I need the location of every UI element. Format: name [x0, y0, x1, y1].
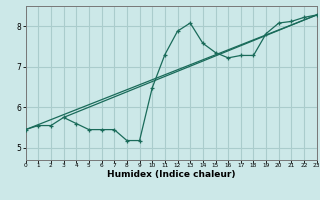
X-axis label: Humidex (Indice chaleur): Humidex (Indice chaleur)	[107, 170, 236, 179]
